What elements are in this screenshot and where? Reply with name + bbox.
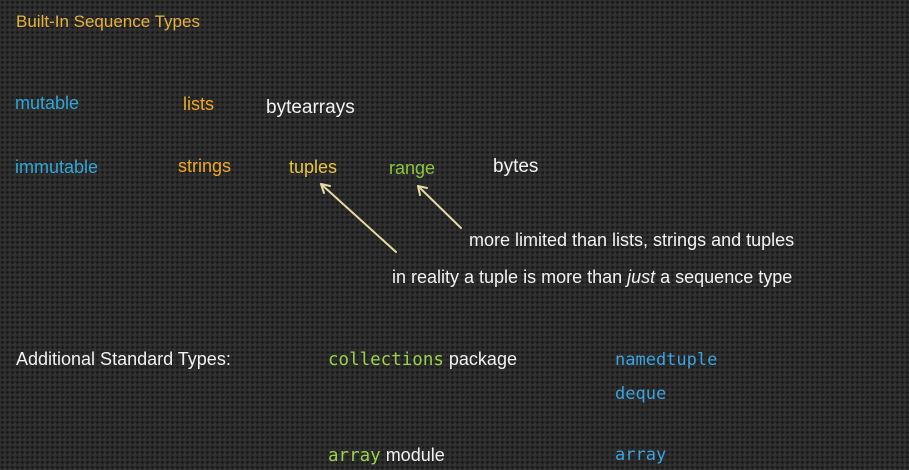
lists-item: lists (183, 94, 214, 114)
array-module: array module (328, 446, 445, 466)
immutable-label: immutable (15, 157, 99, 177)
array-type: array (615, 445, 667, 465)
array-module-suffix: module (380, 445, 445, 465)
collections-code: collections (328, 350, 444, 370)
tuple-note-suffix: a sequence type (655, 267, 793, 287)
additional-types-label: Additional Standard Types: (16, 349, 231, 369)
tuples-arrowhead (320, 183, 331, 194)
mutable-label: mutable (15, 93, 80, 113)
bytearrays-item: bytearrays (266, 97, 355, 118)
range-arrowhead (417, 185, 428, 196)
range-note: more limited than lists, strings and tup… (469, 230, 795, 250)
tuples-item: tuples (289, 157, 338, 177)
array-module-code: array (328, 446, 381, 466)
range-arrow (417, 185, 462, 229)
slide-title: Built-In Sequence Types (16, 12, 200, 31)
tuples-arrow (320, 183, 397, 253)
namedtuple-type: namedtuple (615, 350, 718, 370)
tuple-note-prefix: in reality a tuple is more than (392, 267, 628, 287)
tuple-note-emphasis: just (627, 267, 656, 287)
deque-type: deque (615, 384, 667, 404)
bytes-item: bytes (493, 156, 539, 177)
tuple-note: in reality a tuple is more than just a s… (392, 268, 792, 286)
collections-package: collections package (328, 350, 517, 370)
range-item: range (389, 158, 436, 178)
strings-item: strings (178, 156, 232, 176)
collections-suffix: package (443, 349, 517, 369)
